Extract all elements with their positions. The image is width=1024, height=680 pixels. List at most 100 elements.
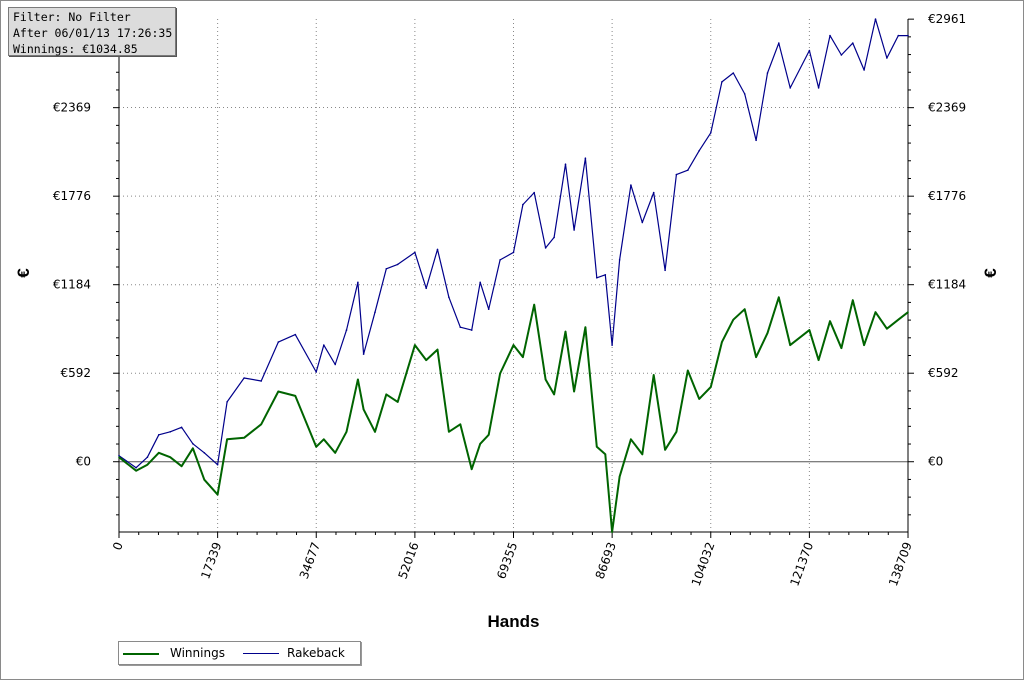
data-point-rakeback [323, 344, 325, 346]
x-tick-label: 17339 [198, 540, 224, 581]
data-point-winnings [425, 359, 428, 361]
data-point-rakeback [721, 81, 723, 83]
x-tick-label: 0 [110, 540, 126, 552]
y-tick-label-right: €2369 [928, 101, 966, 115]
data-point-winnings [158, 452, 160, 454]
data-point-winnings [611, 531, 613, 533]
data-point-winnings [243, 437, 245, 439]
data-point-winnings [357, 378, 359, 381]
data-point-rakeback [135, 466, 137, 469]
data-point-rakeback [522, 203, 524, 206]
data-point-winnings [135, 469, 137, 472]
legend-swatch-winnings [123, 653, 159, 655]
data-point-rakeback [192, 443, 194, 445]
data-point-rakeback [618, 259, 621, 261]
data-point-rakeback [584, 157, 587, 159]
data-point-winnings [216, 493, 219, 496]
y-axis-title-right: € [981, 268, 1000, 278]
data-point-rakeback [158, 434, 160, 436]
data-point-winnings [618, 475, 621, 478]
data-point-winnings [710, 386, 712, 388]
data-point-winnings [459, 423, 462, 426]
data-point-rakeback [118, 454, 120, 457]
legend-swatch-rakeback [243, 653, 279, 654]
data-point-rakeback [334, 363, 337, 366]
data-point-rakeback [459, 326, 462, 329]
data-point-winnings [226, 438, 228, 441]
data-point-rakeback [897, 34, 900, 37]
data-point-rakeback [564, 163, 567, 165]
data-point-rakeback [436, 248, 439, 251]
data-point-winnings [573, 390, 575, 393]
data-point-rakeback [499, 259, 501, 261]
data-point-rakeback [470, 329, 473, 331]
data-point-rakeback [852, 42, 854, 44]
y-tick-label-right: €0 [928, 455, 943, 469]
data-point-winnings [886, 327, 888, 330]
after-date-label: After 06/01/13 17:26:35 [13, 26, 173, 40]
data-point-rakeback [487, 308, 490, 311]
data-point-winnings [564, 330, 567, 333]
x-axis-title: Hands [488, 612, 540, 631]
x-tick-label: 52016 [395, 540, 421, 581]
data-point-rakeback [710, 132, 712, 134]
data-point-winnings [169, 456, 171, 459]
data-point-rakeback [553, 236, 555, 239]
data-point-rakeback [385, 268, 388, 270]
y-tick-label-left: €1776 [53, 189, 91, 203]
data-point-winnings [817, 359, 820, 361]
data-point-rakeback [533, 191, 535, 194]
data-point-rakeback [732, 72, 735, 74]
data-point-winnings [664, 449, 666, 451]
y-tick-label-left: €1184 [53, 278, 91, 292]
data-point-winnings [604, 453, 607, 456]
data-point-winnings [874, 311, 877, 314]
data-point-rakeback [863, 69, 865, 71]
winnings-total-label: Winnings: €1034.85 [13, 42, 138, 56]
data-point-winnings [180, 465, 183, 468]
data-point-rakeback [641, 221, 644, 224]
data-point-winnings [374, 431, 376, 433]
data-point-rakeback [840, 54, 843, 56]
data-point-rakeback [778, 42, 780, 44]
data-point-winnings [808, 329, 811, 331]
filter-label: Filter: No Filter [13, 10, 131, 24]
data-point-rakeback [675, 173, 678, 176]
y-tick-label-left: €592 [60, 366, 91, 380]
data-point-winnings [315, 446, 318, 448]
data-point-winnings [630, 438, 632, 441]
data-point-rakeback [374, 311, 376, 314]
y-tick-label-left: €2369 [53, 101, 91, 115]
y-tick-label-right: €1776 [928, 189, 966, 203]
data-point-winnings [448, 431, 450, 433]
x-tick-label: 104032 [689, 540, 718, 588]
data-point-winnings [118, 456, 120, 459]
data-point-rakeback [226, 401, 228, 403]
data-point-winnings [852, 299, 854, 302]
data-point-winnings [641, 453, 644, 456]
x-tick-label: 34677 [297, 540, 323, 581]
y-tick-label-right: €1184 [928, 278, 966, 292]
data-point-winnings [778, 296, 780, 299]
data-point-winnings [533, 303, 535, 306]
data-point-rakeback [596, 277, 598, 279]
data-point-rakeback [687, 169, 689, 171]
data-point-rakeback [886, 57, 888, 59]
data-point-winnings [470, 468, 473, 471]
data-point-rakeback [544, 247, 547, 249]
legend-label-rakeback: Rakeback [287, 646, 345, 660]
data-point-winnings [385, 393, 388, 396]
data-point-winnings [544, 378, 547, 381]
data-point-rakeback [448, 296, 450, 299]
data-point-winnings [334, 452, 337, 454]
data-point-rakeback [396, 263, 399, 266]
data-point-winnings [203, 478, 206, 481]
x-tick-label: 86693 [593, 540, 619, 581]
data-point-rakeback [294, 333, 297, 336]
data-point-rakeback [169, 431, 171, 433]
data-point-winnings [732, 318, 735, 321]
data-point-winnings [698, 398, 700, 400]
data-point-rakeback [808, 49, 811, 52]
data-point-rakeback [874, 18, 877, 20]
